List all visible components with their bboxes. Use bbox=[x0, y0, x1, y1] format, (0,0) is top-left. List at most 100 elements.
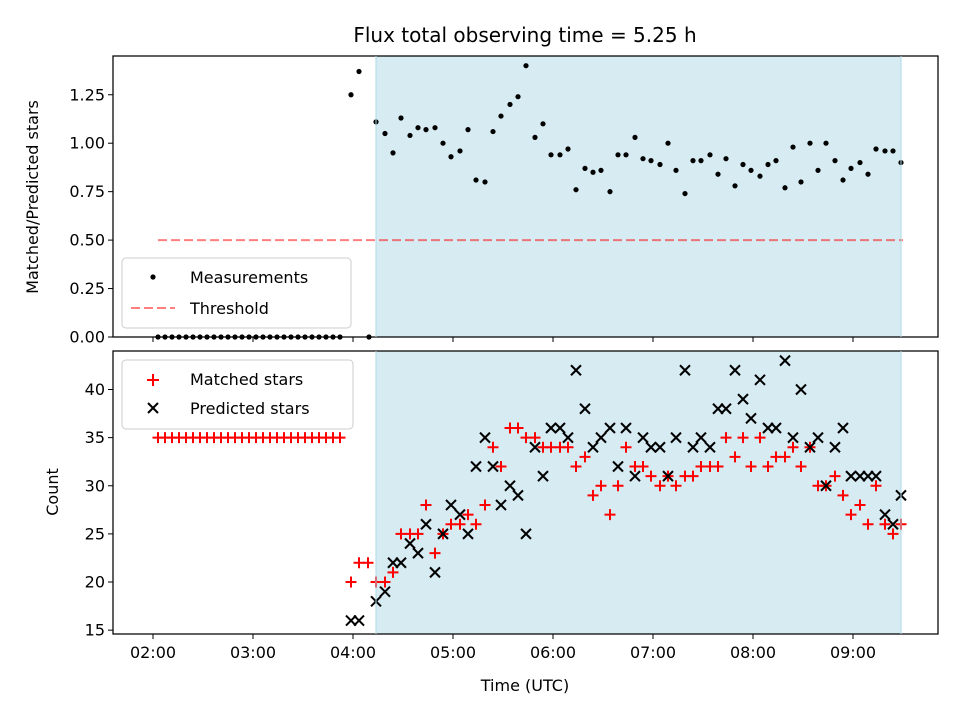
matched-star-point bbox=[862, 518, 874, 530]
matched-star-point bbox=[479, 499, 491, 511]
top-y-tick-label: 1.00 bbox=[69, 134, 105, 153]
predicted-star-point bbox=[787, 431, 799, 444]
predicted-star-point bbox=[562, 431, 574, 444]
measurement-point bbox=[390, 150, 396, 156]
measurement-point bbox=[882, 148, 888, 154]
measurement-point bbox=[757, 173, 763, 179]
predicted-star-point bbox=[779, 354, 791, 367]
predicted-star-point bbox=[620, 422, 632, 434]
legend-label-predicted: Predicted stars bbox=[190, 399, 310, 418]
predicted-star-point bbox=[412, 547, 424, 559]
measurement-point bbox=[440, 140, 446, 146]
matched-star-point bbox=[470, 518, 482, 530]
predicted-star-point bbox=[429, 566, 441, 579]
measurement-point bbox=[532, 134, 538, 140]
predicted-star-point bbox=[845, 470, 857, 482]
x-axis-label: Time (UTC) bbox=[480, 676, 569, 695]
predicted-star-point bbox=[420, 518, 432, 530]
x-tick-label: 06:00 bbox=[530, 643, 576, 662]
measurement-point bbox=[573, 187, 579, 193]
predicted-star-point bbox=[879, 508, 891, 521]
measurement-point bbox=[798, 179, 804, 185]
predicted-star-point bbox=[470, 460, 482, 473]
predicted-star-point bbox=[462, 528, 474, 540]
predicted-star-point bbox=[404, 537, 416, 550]
measurement-point bbox=[782, 185, 788, 191]
x-tick-label: 02:00 bbox=[130, 643, 176, 662]
predicted-star-point bbox=[829, 441, 841, 453]
measurement-point bbox=[465, 127, 471, 133]
matched-star-point bbox=[837, 489, 849, 501]
measurement-point bbox=[398, 115, 404, 121]
panel-ratio: 0.00 0.25 0.50 0.75 1.00 1.25 Matched/Predict… bbox=[23, 55, 939, 347]
top-y-tick-label: 0.75 bbox=[69, 182, 105, 201]
predicted-star-point bbox=[720, 403, 732, 415]
legend-top: Measurements Threshold bbox=[121, 257, 352, 329]
matched-star-point bbox=[587, 489, 599, 501]
matched-star-point bbox=[754, 432, 766, 444]
predicted-star-point bbox=[654, 441, 666, 453]
predicted-star-point bbox=[679, 364, 691, 376]
measurement-point bbox=[715, 171, 721, 177]
measurement-point bbox=[490, 128, 496, 135]
predicted-star-point bbox=[670, 431, 682, 444]
measurement-point bbox=[607, 189, 613, 195]
predicted-star-point bbox=[645, 441, 657, 453]
legend-marker-measurements bbox=[150, 274, 156, 280]
matched-star-point bbox=[345, 576, 357, 588]
matched-star-point bbox=[429, 547, 441, 559]
predicted-star-point bbox=[445, 499, 457, 511]
x-tick-label: 05:00 bbox=[430, 643, 476, 662]
predicted-star-point bbox=[529, 441, 541, 453]
predicted-star-point bbox=[770, 422, 782, 434]
predicted-star-point bbox=[629, 470, 641, 482]
legend-marker-predicted bbox=[147, 402, 159, 414]
measurement-point bbox=[832, 158, 838, 164]
measurement-point bbox=[415, 125, 421, 131]
predicted-star-point bbox=[637, 431, 649, 444]
measurement-point bbox=[765, 161, 771, 168]
measurement-point bbox=[457, 148, 463, 154]
matched-star-point bbox=[454, 518, 466, 530]
matched-star-point bbox=[779, 451, 791, 463]
predicted-star-point bbox=[545, 422, 557, 434]
measurement-point bbox=[565, 146, 571, 152]
observing-window-shade-top bbox=[376, 56, 901, 337]
measurement-point bbox=[673, 167, 679, 173]
legend-box-bottom bbox=[121, 359, 354, 430]
predicted-star-point bbox=[729, 364, 741, 376]
matched-star-point bbox=[729, 451, 741, 463]
predicted-star-point bbox=[395, 557, 407, 569]
matched-star-point bbox=[887, 528, 899, 540]
measurement-point bbox=[482, 179, 488, 185]
y-axis-label-bottom: Count bbox=[43, 468, 62, 516]
measurement-point bbox=[665, 140, 671, 146]
measurement-point bbox=[840, 177, 846, 183]
legend-label-matched: Matched stars bbox=[190, 370, 303, 389]
matched-star-point bbox=[612, 480, 624, 492]
matched-star-point bbox=[745, 461, 757, 473]
matched-star-point bbox=[420, 499, 432, 511]
chart-title: Flux total observing time = 5.25 h bbox=[353, 23, 696, 47]
measurement-point bbox=[598, 167, 604, 173]
matched-star-point bbox=[645, 470, 657, 482]
measurement-point bbox=[807, 140, 813, 146]
x-tick-label: 04:00 bbox=[330, 643, 376, 662]
x-tick-label: 09:00 bbox=[830, 643, 876, 662]
predicted-star-point bbox=[379, 585, 391, 598]
measurement-point bbox=[515, 94, 521, 100]
measurement-point bbox=[773, 158, 779, 164]
top-y-tick-label: 0.00 bbox=[69, 328, 105, 347]
legend-label-threshold: Threshold bbox=[189, 299, 269, 318]
measurement-point bbox=[498, 113, 504, 119]
predicted-star-point bbox=[837, 422, 849, 434]
predicted-star-point bbox=[579, 403, 591, 415]
predicted-star-point bbox=[820, 480, 832, 492]
measurement-point bbox=[590, 169, 596, 175]
measurement-point bbox=[890, 148, 896, 154]
matched-star-point bbox=[579, 451, 591, 463]
top-y-tick-label: 0.50 bbox=[69, 231, 105, 250]
matched-star-point bbox=[495, 461, 507, 473]
matched-star-point bbox=[562, 441, 574, 453]
measurement-point bbox=[523, 63, 529, 69]
